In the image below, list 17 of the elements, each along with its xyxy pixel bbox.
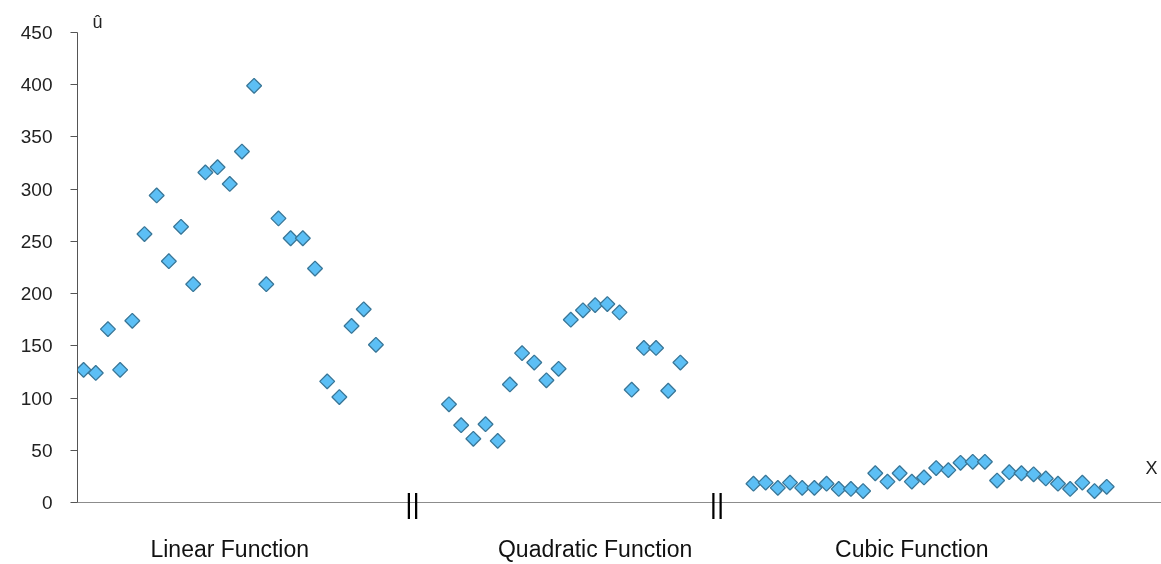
y-tick-label: 0 (41, 492, 53, 513)
y-tick-label: 50 (31, 439, 53, 461)
x-tick-label: Linear Function (150, 535, 310, 562)
y-tick-label: 100 (20, 387, 53, 409)
y-axis-title: û (92, 11, 103, 32)
x-tick-label: Cubic Function (835, 535, 989, 562)
y-tick-label: 150 (20, 335, 53, 357)
y-tick-label: 450 (20, 22, 53, 43)
annotation: || (709, 487, 725, 519)
y-tick-label: 400 (20, 74, 53, 96)
y-tick-label: 200 (20, 283, 53, 305)
x-axis-title: X (1145, 457, 1158, 478)
y-tick-label: 300 (20, 178, 53, 200)
x-tick-label: Quadratic Function (497, 535, 693, 562)
y-tick-label: 350 (20, 126, 53, 148)
annotation: || (405, 487, 420, 519)
y-tick-label: 250 (20, 230, 53, 252)
